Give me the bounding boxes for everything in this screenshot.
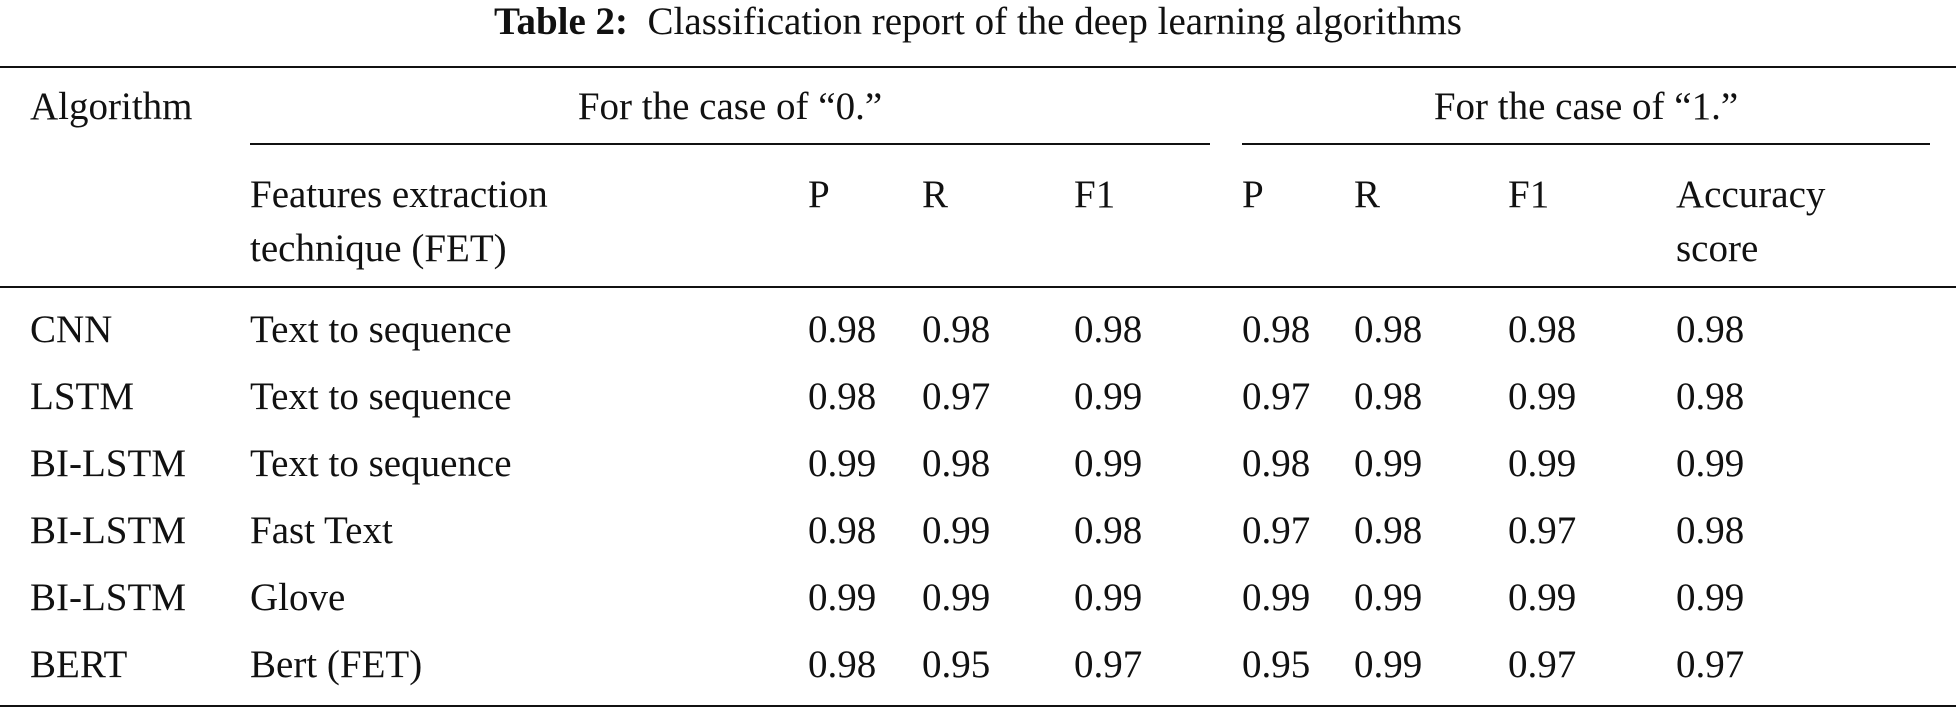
cell-r-case0: 0.99	[922, 509, 991, 552]
cell-f1-case0: 0.99	[1074, 576, 1143, 619]
cell-f1-case0: 0.99	[1074, 375, 1143, 418]
table-top-rule	[0, 66, 1956, 68]
header-p-case0: P	[808, 173, 830, 216]
cell-algorithm: LSTM	[30, 375, 135, 418]
cell-p-case0: 0.98	[808, 308, 877, 351]
cell-fet: Text to sequence	[250, 375, 512, 418]
cell-r-case1: 0.99	[1354, 442, 1423, 485]
cell-accuracy: 0.97	[1676, 643, 1745, 686]
cell-p-case1: 0.98	[1242, 442, 1311, 485]
cell-p-case1: 0.97	[1242, 509, 1311, 552]
table-row: BI-LSTM Fast Text 0.98 0.99 0.98 0.97 0.…	[0, 504, 1956, 558]
cell-fet: Text to sequence	[250, 442, 512, 485]
cell-p-case0: 0.98	[808, 643, 877, 686]
cell-r-case0: 0.97	[922, 375, 991, 418]
cell-f1-case1: 0.99	[1508, 375, 1577, 418]
group0-underline	[250, 143, 1210, 145]
cell-f1-case1: 0.99	[1508, 576, 1577, 619]
cell-algorithm: BI-LSTM	[30, 576, 186, 619]
cell-r-case1: 0.99	[1354, 643, 1423, 686]
cell-p-case0: 0.98	[808, 509, 877, 552]
cell-r-case0: 0.99	[922, 576, 991, 619]
cell-p-case1: 0.98	[1242, 308, 1311, 351]
table-caption: Table 2: Classification report of the de…	[0, 0, 1956, 48]
cell-fet: Text to sequence	[250, 308, 512, 351]
cell-f1-case1: 0.97	[1508, 509, 1577, 552]
table-row: LSTM Text to sequence 0.98 0.97 0.99 0.9…	[0, 370, 1956, 424]
cell-f1-case1: 0.98	[1508, 308, 1577, 351]
table-row: CNN Text to sequence 0.98 0.98 0.98 0.98…	[0, 303, 1956, 357]
cell-algorithm: BI-LSTM	[30, 509, 186, 552]
cell-fet: Fast Text	[250, 509, 393, 552]
cell-fet: Bert (FET)	[250, 643, 423, 686]
header-fet-line2: technique (FET)	[250, 227, 507, 270]
header-group-1: For the case of “1.”	[1433, 85, 1739, 128]
cell-r-case0: 0.95	[922, 643, 991, 686]
table-row: BERT Bert (FET) 0.98 0.95 0.97 0.95 0.99…	[0, 638, 1956, 692]
table-caption-label: Table 2:	[494, 0, 629, 43]
header-group-0: For the case of “0.”	[577, 85, 883, 128]
cell-r-case0: 0.98	[922, 442, 991, 485]
header-accuracy-line2: score	[1676, 227, 1759, 270]
cell-r-case1: 0.98	[1354, 308, 1423, 351]
group1-underline	[1242, 143, 1930, 145]
cell-r-case1: 0.98	[1354, 375, 1423, 418]
cell-accuracy: 0.98	[1676, 375, 1745, 418]
cell-r-case0: 0.98	[922, 308, 991, 351]
cell-algorithm: BI-LSTM	[30, 442, 186, 485]
cell-p-case1: 0.99	[1242, 576, 1311, 619]
cell-f1-case1: 0.99	[1508, 442, 1577, 485]
header-r-case1: R	[1354, 173, 1381, 216]
cell-p-case1: 0.95	[1242, 643, 1311, 686]
cell-p-case0: 0.99	[808, 576, 877, 619]
cell-p-case1: 0.97	[1242, 375, 1311, 418]
header-fet-line1: Features extraction	[250, 173, 548, 216]
cell-accuracy: 0.99	[1676, 442, 1745, 485]
header-f1-case1: F1	[1508, 173, 1550, 216]
cell-accuracy: 0.98	[1676, 509, 1745, 552]
cell-algorithm: CNN	[30, 308, 113, 351]
cell-r-case1: 0.98	[1354, 509, 1423, 552]
cell-accuracy: 0.99	[1676, 576, 1745, 619]
cell-f1-case0: 0.98	[1074, 509, 1143, 552]
header-f1-case0: F1	[1074, 173, 1116, 216]
header-accuracy-line1: Accuracy	[1676, 173, 1826, 216]
cell-f1-case0: 0.98	[1074, 308, 1143, 351]
cell-fet: Glove	[250, 576, 346, 619]
cell-algorithm: BERT	[30, 643, 128, 686]
cell-accuracy: 0.98	[1676, 308, 1745, 351]
table-row: BI-LSTM Text to sequence 0.99 0.98 0.99 …	[0, 437, 1956, 491]
cell-p-case0: 0.99	[808, 442, 877, 485]
table-row: BI-LSTM Glove 0.99 0.99 0.99 0.99 0.99 0…	[0, 571, 1956, 625]
cell-r-case1: 0.99	[1354, 576, 1423, 619]
table-bottom-rule	[0, 705, 1956, 707]
cell-p-case0: 0.98	[808, 375, 877, 418]
header-p-case1: P	[1242, 173, 1264, 216]
header-r-case0: R	[922, 173, 949, 216]
header-bottom-rule	[0, 286, 1956, 288]
cell-f1-case1: 0.97	[1508, 643, 1577, 686]
table-caption-text: Classification report of the deep learni…	[647, 0, 1462, 43]
header-algorithm: Algorithm	[30, 85, 193, 128]
cell-f1-case0: 0.97	[1074, 643, 1143, 686]
cell-f1-case0: 0.99	[1074, 442, 1143, 485]
